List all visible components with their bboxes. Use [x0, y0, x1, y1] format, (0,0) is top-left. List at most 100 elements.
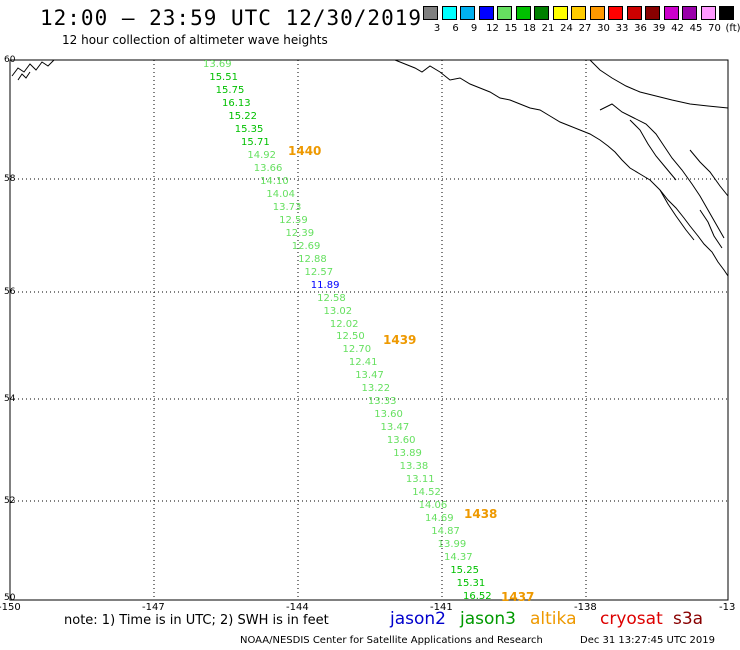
map-subtitle: 12 hour collection of altimeter wave hei…: [62, 33, 328, 47]
swh-value: 12.41: [348, 357, 378, 369]
legend-label: 42: [671, 23, 684, 34]
sat-s3a: s3a: [673, 609, 704, 629]
swh-value: 15.35: [234, 123, 264, 135]
coast-inlet-3: [689, 149, 729, 197]
swh-value: 12.39: [285, 227, 315, 239]
coast-mainland: [394, 59, 729, 277]
coast-kodiak: [11, 59, 55, 77]
swh-value: 12.59: [279, 214, 308, 226]
coast-north: [589, 59, 729, 109]
legend-swatch: [423, 6, 438, 20]
swh-value: 13.02: [323, 305, 353, 317]
coast-island-2: [699, 209, 723, 249]
swh-value: 16.13: [222, 97, 251, 109]
time-label-1437: 1437: [501, 590, 535, 604]
legend-label: 45: [689, 23, 703, 34]
sat-jason2: jason2: [390, 609, 446, 629]
legend-swatch: [571, 6, 586, 20]
legend-label: 24: [560, 23, 573, 34]
swh-value: 14.37: [443, 552, 473, 564]
swh-value: 13.89: [393, 448, 422, 460]
legend-label: 36: [634, 23, 647, 34]
swh-value: 12.70: [342, 344, 372, 356]
coast-island-1: [659, 189, 695, 241]
legend-label: 12: [486, 23, 499, 34]
legend-swatch: [645, 6, 660, 20]
legend-label: 18: [523, 23, 536, 34]
legend-swatch: [441, 6, 457, 20]
swh-value: 12.58: [317, 292, 346, 304]
coast-kodiak-2: [17, 71, 31, 81]
footer-note: note: 1) Time is in UTC; 2) SWH is in fe…: [64, 613, 329, 628]
swh-value: 13.11: [405, 474, 435, 486]
legend-swatch: [663, 6, 679, 20]
legend-swatch: [460, 6, 475, 20]
swh-value: 12.69: [291, 240, 321, 252]
legend-swatch: [552, 6, 568, 20]
legend-swatch: [497, 6, 512, 20]
legend-swatch: [589, 6, 605, 20]
legend-label: 70: [708, 23, 721, 34]
map-title: 12:00 – 23:59 UTC 12/30/2019: [40, 6, 423, 30]
swh-value: 13.69: [203, 59, 232, 70]
graticule: [10, 60, 728, 600]
coastline: [11, 59, 729, 277]
sat-jason3: jason3: [460, 609, 516, 629]
lon-label-150: -150: [0, 602, 21, 613]
swh-value: 15.51: [209, 71, 238, 83]
lon-label-141: -141: [430, 602, 453, 613]
swh-value: 12.88: [298, 253, 327, 265]
swh-value: 14.87: [431, 526, 460, 538]
legend-swatch: [700, 6, 716, 20]
lat-label-52: 52: [4, 496, 16, 506]
sat-cryosat: cryosat: [600, 609, 663, 629]
swh-value: 13.60: [374, 409, 403, 421]
sat-altika: altika: [530, 609, 577, 629]
map-frame: [9, 59, 729, 601]
credit-line: NOAA/NESDIS Center for Satellite Applica…: [240, 635, 543, 646]
swh-value: 15.71: [241, 136, 270, 148]
coast-inlet-1: [599, 103, 725, 239]
legend-label: (ft): [725, 23, 740, 34]
lon-label-147: -147: [142, 602, 165, 613]
lat-label-50: 50: [4, 593, 16, 603]
lat-label-54: 54: [4, 394, 16, 404]
lon-label-138: -138: [574, 602, 597, 613]
time-label-1439: 1439: [383, 333, 417, 347]
swh-value: 14.06: [418, 500, 448, 512]
legend-swatch: [682, 6, 697, 20]
legend-swatch: [608, 6, 623, 20]
swh-value: 14.10: [260, 175, 289, 187]
lon-label-144: -144: [286, 602, 309, 613]
legend-label: 33: [615, 23, 629, 34]
swh-value: 12.50: [336, 331, 365, 343]
coast-inlet-2: [629, 119, 677, 181]
legend-swatch: [626, 6, 642, 20]
swh-value: 14.69: [424, 513, 454, 525]
swh-value: 13.60: [386, 435, 416, 447]
swh-value: 13.47: [380, 422, 410, 434]
swh-value: 13.47: [355, 370, 384, 382]
swh-value: 15.22: [228, 110, 257, 122]
legend-label: 3: [433, 23, 441, 34]
legend-swatch: [478, 6, 494, 20]
swh-value: 15.25: [450, 565, 479, 577]
legend-label: 9: [470, 23, 478, 34]
legend-label: 30: [597, 23, 610, 34]
swh-value: 15.75: [215, 84, 245, 96]
legend-label: 21: [541, 23, 555, 34]
swh-value: 14.04: [266, 188, 296, 200]
time-label-1438: 1438: [464, 507, 498, 521]
swh-value: 13.66: [253, 162, 283, 174]
lat-label-56: 56: [4, 287, 16, 297]
swh-value: 16.52: [463, 591, 492, 602]
swh-value: 13.73: [272, 201, 302, 213]
swh-value: 15.31: [456, 578, 486, 590]
swh-value: 12.57: [304, 266, 334, 278]
swh-value: 13.22: [361, 383, 391, 395]
swh-value: 14.92: [247, 149, 277, 161]
legend-label: 39: [652, 23, 666, 34]
swh-value: 13.33: [367, 396, 397, 408]
generated-timestamp: Dec 31 13:27:45 UTC 2019: [580, 635, 715, 646]
